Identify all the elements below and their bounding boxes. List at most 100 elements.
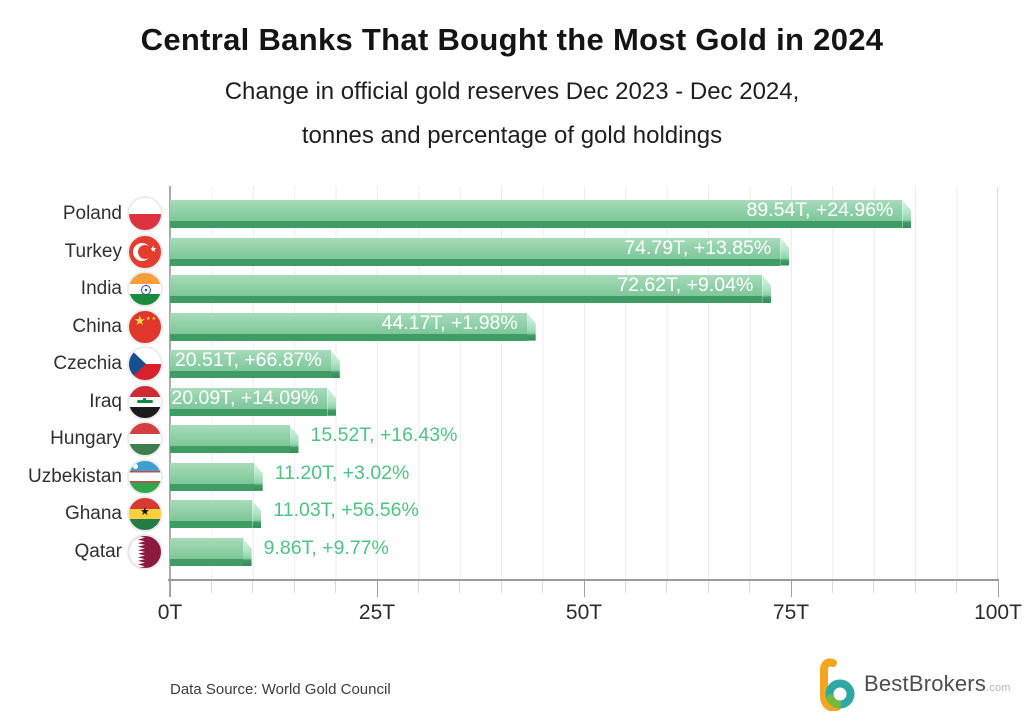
- bar-end-bevel: [330, 350, 340, 379]
- chart-row: Qatar 9.86T, +9.77%: [0, 534, 1024, 572]
- x-tick-label-25T: 25T: [358, 601, 396, 624]
- turkey-flag-icon: [127, 233, 163, 270]
- x-axis-major-tick: [376, 581, 378, 597]
- x-axis-minor-tick: [914, 581, 916, 593]
- x-tick-label-100T: 100T: [974, 601, 1022, 624]
- chart-row: China 44.17T, +1.98%: [0, 308, 1024, 347]
- bar-face: [170, 275, 763, 297]
- bar-value-label: 44.17T, +1.98%: [381, 311, 518, 334]
- bar-shadow: [170, 521, 253, 529]
- x-tick-label-50T: 50T: [565, 601, 603, 624]
- bar-face: [170, 462, 254, 484]
- bar-shadow: [170, 559, 243, 567]
- bar-face: [170, 425, 290, 447]
- bar-face: [170, 500, 253, 522]
- bar-end-bevel: [327, 387, 337, 416]
- country-label: Czechia: [53, 353, 122, 375]
- x-tick-label-0T: 0T: [157, 601, 183, 624]
- country-label: India: [80, 278, 122, 300]
- data-source-note: Data Source: World Gold Council: [170, 681, 391, 698]
- bar-shadow: [170, 371, 331, 379]
- bar-face: [170, 200, 903, 221]
- x-axis-minor-tick: [666, 581, 668, 593]
- chart-row: Ghana 11.03T, +56.56%: [0, 496, 1024, 534]
- x-axis-minor-tick: [831, 581, 833, 593]
- x-axis-minor-tick: [500, 581, 502, 593]
- country-label: Turkey: [64, 240, 122, 262]
- bar-face: [170, 350, 331, 372]
- bar-face: [170, 312, 527, 334]
- x-axis-minor-tick: [749, 581, 751, 593]
- bar: 11.03T, +56.56%: [170, 500, 419, 529]
- china-flag-icon: [127, 308, 163, 345]
- bar: 20.09T, +14.09%: [170, 386, 337, 416]
- x-axis-major-tick: [169, 581, 171, 597]
- x-axis-minor-tick: [542, 581, 544, 593]
- x-axis-minor-tick: [707, 581, 709, 593]
- bar: 9.86T, +9.77%: [170, 538, 389, 567]
- country-label: Uzbekistan: [28, 465, 122, 487]
- x-axis-major-tick: [790, 581, 792, 597]
- iraq-flag-icon: [127, 383, 163, 420]
- uzbekistan-flag-icon: [127, 458, 163, 495]
- country-label: Iraq: [89, 390, 122, 412]
- bar-value-label: 11.20T, +3.02%: [274, 461, 410, 484]
- x-axis-minor-tick: [417, 581, 419, 593]
- x-axis-minor-tick: [293, 581, 295, 593]
- chart-row: India 72.62T, +9.04%: [0, 271, 1024, 309]
- bar-face: [170, 237, 781, 259]
- india-flag-icon: [127, 271, 163, 308]
- x-axis-minor-tick: [873, 581, 875, 593]
- bar: 74.79T, +13.85%: [170, 236, 790, 266]
- chart-row: Poland 89.54T, +24.96%: [0, 196, 1024, 234]
- x-axis-minor-tick: [956, 581, 958, 593]
- x-axis-minor-tick: [210, 581, 212, 593]
- x-axis-major-tick: [583, 581, 585, 597]
- brand-name-text: BestBrokers: [864, 671, 987, 696]
- bar-end-bevel: [289, 425, 299, 454]
- x-axis-major-tick: [997, 581, 999, 597]
- bar-face: [170, 538, 243, 560]
- country-label: Ghana: [64, 503, 122, 525]
- bar-shadow: [170, 446, 290, 454]
- bar-shadow: [170, 258, 781, 266]
- bar-end-bevel: [252, 500, 262, 529]
- chart-row: Czechia 20.51T, +66.87%: [0, 346, 1024, 384]
- bar: 72.62T, +9.04%: [170, 275, 772, 304]
- bar-end-bevel: [902, 200, 912, 228]
- bar-value-label: 9.86T, +9.77%: [263, 537, 389, 560]
- ghana-flag-icon: [127, 496, 163, 533]
- bar: 15.52T, +16.43%: [170, 425, 457, 454]
- bar: 89.54T, +24.96%: [170, 200, 912, 228]
- bar-value-label: 11.03T, +56.56%: [273, 499, 419, 522]
- x-axis-minor-tick: [252, 581, 254, 593]
- bestbrokers-logo: BestBrokers.com: [818, 656, 1018, 712]
- country-label: China: [72, 315, 122, 337]
- bar-value-label: 74.79T, +13.85%: [624, 236, 772, 259]
- bar-shadow: [170, 296, 763, 304]
- bar: 11.20T, +3.02%: [170, 462, 409, 491]
- czechia-flag-icon: [127, 346, 163, 383]
- bar-shadow: [170, 408, 328, 416]
- chart-row: Uzbekistan 11.20T, +3.02%: [0, 458, 1024, 497]
- chart-row: Hungary 15.52T, +16.43%: [0, 421, 1024, 459]
- bar-shadow: [170, 221, 903, 228]
- x-axis-minor-tick: [335, 581, 337, 593]
- bar-shadow: [170, 483, 254, 491]
- bar-value-label: 15.52T, +16.43%: [310, 424, 458, 447]
- x-axis-line: [168, 579, 999, 581]
- chart-title: Central Banks That Bought the Most Gold …: [140, 22, 884, 57]
- chart-subtitle-line2: tonnes and percentage of gold holdings: [301, 122, 723, 149]
- bar-end-bevel: [242, 538, 252, 567]
- hungary-flag-icon: [127, 421, 163, 458]
- brand-name: BestBrokers.com: [864, 671, 1011, 697]
- bar: 20.51T, +66.87%: [170, 349, 340, 379]
- bar-value-label: 20.09T, +14.09%: [171, 386, 319, 409]
- bar-end-bevel: [526, 312, 536, 341]
- x-axis-minor-tick: [624, 581, 626, 593]
- bar-value-label: 20.51T, +66.87%: [174, 349, 322, 372]
- chart-row: Turkey 74.79T, +13.85%: [0, 233, 1024, 272]
- country-label: Qatar: [74, 541, 122, 563]
- bar-face: [170, 387, 328, 409]
